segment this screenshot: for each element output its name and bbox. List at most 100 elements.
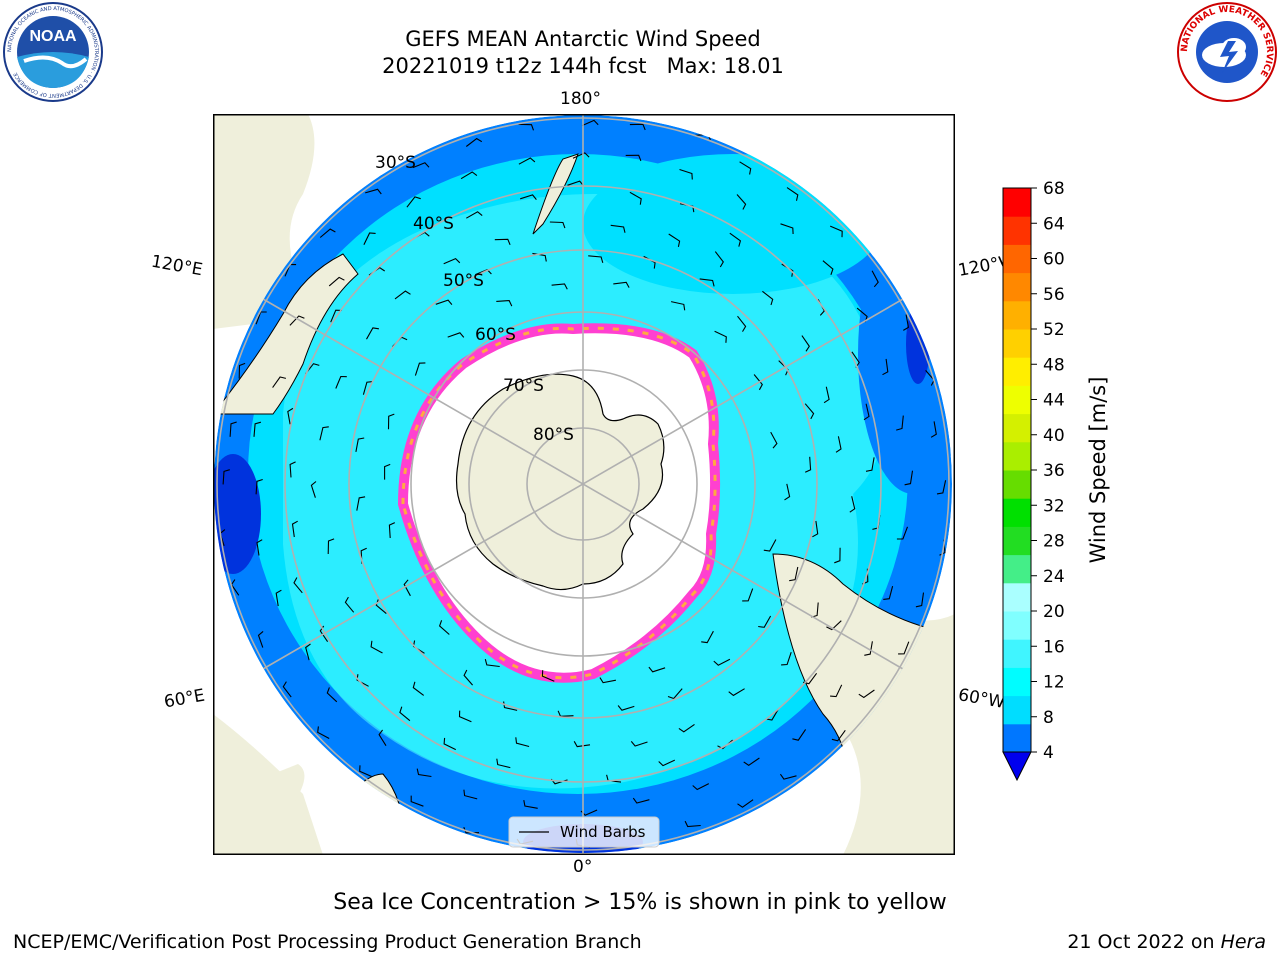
wind-barb — [658, 759, 676, 767]
colorbar-cell — [1003, 244, 1031, 274]
wind-barb — [573, 741, 591, 748]
wind-barb — [366, 327, 379, 340]
wind-barb — [762, 290, 774, 306]
lat-label-80: 80°S — [533, 425, 574, 445]
colorbar-cell — [1003, 329, 1031, 358]
wind-barb — [463, 826, 480, 834]
colorbar-tick-label: 28 — [1043, 532, 1065, 552]
colorbar-tick-label: 4 — [1043, 743, 1054, 763]
colorbar-cell — [1003, 300, 1031, 330]
wind-barb — [630, 741, 648, 747]
wind-barb — [388, 522, 396, 539]
wind-barb — [272, 376, 287, 388]
nws-logo: NATIONAL WEATHER SERVICE — [1177, 2, 1277, 102]
wind-barb — [668, 233, 681, 248]
wind-barb — [416, 768, 432, 778]
wind-barb — [363, 232, 376, 245]
colorbar-tick-label: 68 — [1043, 180, 1065, 199]
colorbar-cell — [1003, 723, 1031, 753]
wind-barb — [835, 436, 842, 453]
wind-barb — [826, 620, 842, 631]
wind-barb — [465, 137, 483, 147]
colorbar-tick-label: 12 — [1043, 673, 1065, 693]
wind-barb — [289, 315, 305, 326]
lon-label-0: 0° — [573, 857, 593, 877]
wind-barb — [617, 705, 635, 711]
wind-barb — [742, 588, 754, 602]
wind-barb — [763, 539, 777, 552]
wind-barb — [714, 251, 724, 268]
lat-label-30: 30°S — [375, 153, 416, 173]
colorbar-tick-label: 40 — [1043, 426, 1065, 446]
wind-barb — [737, 799, 754, 808]
wind-barb — [541, 670, 555, 682]
wind-barb — [784, 483, 791, 501]
map-frame — [213, 114, 955, 855]
graticule — [216, 115, 950, 853]
wind-barb — [435, 299, 453, 305]
wind-barb — [804, 456, 812, 473]
wind-barb — [484, 658, 500, 668]
wind-barb — [287, 407, 294, 425]
wind-barb — [858, 689, 875, 699]
wind-barb — [883, 585, 894, 600]
wind-barb — [305, 643, 311, 661]
wind-barb — [330, 309, 342, 323]
wind-barb — [256, 539, 263, 556]
footer-date: 21 Oct 2022 on — [1067, 931, 1221, 953]
colorbar-cell — [1003, 272, 1031, 302]
colorbar-tick-label: 60 — [1043, 250, 1065, 270]
wind-barb — [463, 789, 478, 800]
wind-barb — [930, 421, 937, 438]
chart-subtitle: 20221019 t12z 144h fcst Max: 18.01 — [382, 54, 784, 78]
wind-barb — [394, 290, 411, 300]
wind-barb — [317, 726, 330, 739]
wind-barb — [375, 599, 387, 615]
wind-barb — [625, 154, 642, 162]
wind-barb — [629, 191, 642, 205]
wind-barb — [830, 684, 843, 698]
chart-title: GEFS MEAN Antarctic Wind Speed — [405, 27, 761, 51]
wind-barb — [410, 795, 424, 807]
wind-barb — [864, 641, 873, 656]
wind-barb — [403, 579, 411, 597]
wind-barb — [865, 457, 875, 472]
wind-barb — [629, 123, 646, 131]
lat-label-50: 50°S — [443, 271, 484, 291]
wind-barb — [834, 547, 841, 564]
wind-barb — [737, 315, 747, 332]
lat-label-70: 70°S — [503, 376, 544, 396]
wind-barb — [399, 706, 411, 722]
wind-barb — [229, 421, 237, 437]
lon-label-60e: 60°E — [162, 685, 207, 713]
colorbar-tick-label: 52 — [1043, 320, 1065, 340]
wind-barb — [384, 463, 391, 480]
wind-barb — [551, 283, 568, 290]
wind-barb — [728, 688, 745, 697]
noaa-logo: NOAA NATIONAL OCEANIC AND ATMOSPHERIC AD… — [3, 2, 103, 102]
wind-barb — [356, 496, 366, 511]
wind-barb — [326, 687, 338, 703]
wind-barb — [610, 224, 626, 233]
wind-barb — [362, 381, 373, 395]
footer-host: Hera — [1220, 931, 1266, 953]
colorbar-label: Wind Speed [m/s] — [1086, 377, 1110, 564]
colorbar-cell — [1003, 554, 1031, 584]
wind-barb — [523, 799, 538, 809]
wind-barb — [518, 157, 536, 165]
wind-barb — [670, 301, 686, 311]
wind-barb — [713, 658, 731, 666]
colorbar-cell — [1003, 526, 1031, 556]
wind-barb — [443, 257, 461, 265]
wind-barb — [692, 783, 710, 791]
wind-barb — [849, 496, 856, 513]
wind-barb — [648, 666, 666, 673]
wind-barb — [387, 413, 395, 430]
colorbar-tick-label: 36 — [1043, 461, 1065, 481]
wind-barb — [804, 403, 815, 420]
wind-barb — [275, 589, 282, 607]
lat-label-60: 60°S — [475, 325, 516, 345]
colorbar-cell — [1003, 695, 1031, 725]
wind-barb — [310, 481, 317, 498]
